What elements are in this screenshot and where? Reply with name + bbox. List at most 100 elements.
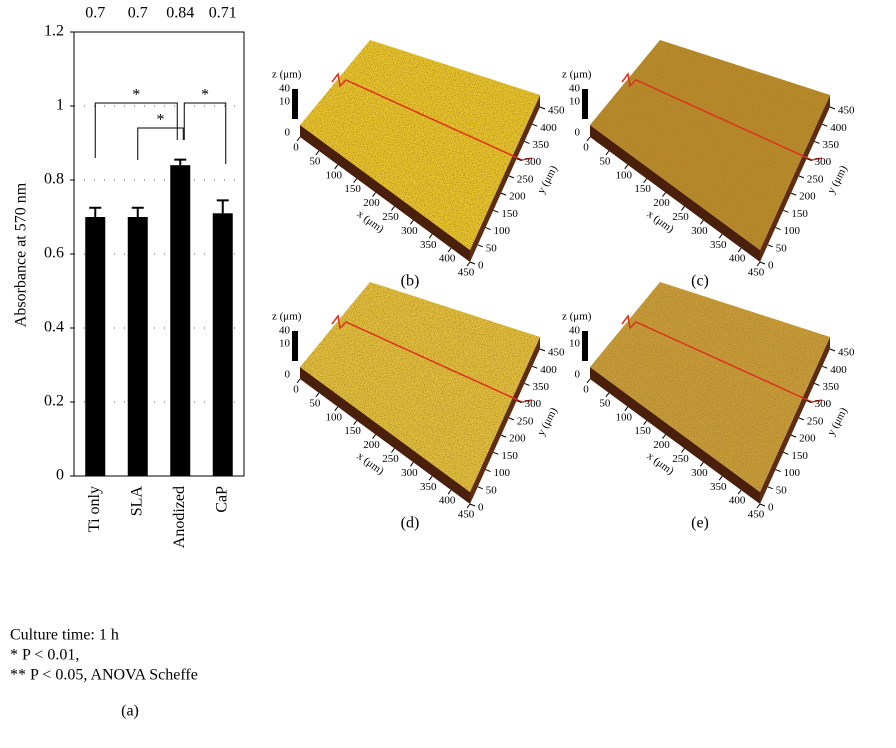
x-tick xyxy=(719,234,722,238)
y-tick xyxy=(524,383,529,385)
y-tick-label: 200 xyxy=(799,433,816,445)
y-tick xyxy=(509,176,514,178)
y-tick xyxy=(478,245,483,247)
significance-label: * xyxy=(201,87,209,104)
x-tick xyxy=(663,435,666,439)
z-tick-label: 10 xyxy=(569,96,581,108)
x-tick-label: 150 xyxy=(634,425,651,437)
x-tick-label: 450 xyxy=(458,267,475,279)
footnote: * P < 0.01, xyxy=(10,647,79,664)
y-tick-label: 0.6 xyxy=(44,245,64,262)
y-tick xyxy=(470,262,475,264)
x-tick xyxy=(757,504,760,508)
x-tick-label: 300 xyxy=(691,467,708,479)
bar xyxy=(170,165,190,476)
x-tick xyxy=(738,248,741,252)
z-tick-label: 10 xyxy=(279,338,291,350)
y-tick-label: 150 xyxy=(501,450,518,462)
x-tick-label: 300 xyxy=(401,467,418,479)
x-tick-label: 150 xyxy=(344,183,361,195)
y-tick-label: 0 xyxy=(768,502,774,514)
y-tick-label: 0.4 xyxy=(44,319,64,336)
y-tick xyxy=(509,418,514,420)
x-tick-label: 0 xyxy=(293,384,299,396)
panel-label: (c) xyxy=(691,273,709,290)
x-tick xyxy=(335,407,338,411)
y-tick-label: 400 xyxy=(830,364,847,376)
x-tick-label: 0 xyxy=(583,142,589,154)
z-tick-label: 40 xyxy=(279,83,291,95)
y-tick xyxy=(830,349,835,351)
significance-bracket xyxy=(184,103,226,164)
x-tick-label: 350 xyxy=(420,239,437,251)
y-tick-label: 1.2 xyxy=(44,23,64,40)
x-tick-label: 100 xyxy=(326,169,343,181)
x-tick xyxy=(644,421,647,425)
footnote: Culture time: 1 h xyxy=(10,627,119,644)
z-scale xyxy=(292,331,298,361)
x-tick-label: 350 xyxy=(710,239,727,251)
x-tick xyxy=(335,165,338,169)
x-tick xyxy=(606,393,609,397)
x-tick xyxy=(681,448,684,452)
x-tick xyxy=(354,421,357,425)
x-tick-label: 250 xyxy=(672,453,689,465)
z-tick-label: 40 xyxy=(569,83,581,95)
x-tick-label: 0 xyxy=(293,142,299,154)
z-tick-label: 10 xyxy=(569,338,581,350)
x-tick-label: 150 xyxy=(634,183,651,195)
x-tick xyxy=(448,490,451,494)
y-tick-label: 400 xyxy=(540,364,557,376)
x-tick-label: 400 xyxy=(729,253,746,265)
y-tick xyxy=(493,452,498,454)
y-tick-label: 300 xyxy=(815,398,832,410)
x-tick xyxy=(429,234,432,238)
z-tick-label: 10 xyxy=(279,96,291,108)
value-label: 0.7 xyxy=(85,5,105,22)
y-tick xyxy=(493,210,498,212)
y-tick-label: 250 xyxy=(517,173,534,185)
x-tick xyxy=(757,262,760,266)
significance-label: * xyxy=(132,87,140,104)
y-tick-label: 450 xyxy=(838,347,855,359)
significance-bracket xyxy=(138,128,184,160)
y-tick-label: 350 xyxy=(822,381,839,393)
x-tick-label: 100 xyxy=(326,411,343,423)
y-tick-label: 50 xyxy=(486,242,498,254)
x-tick-label: 50 xyxy=(599,155,611,167)
y-tick-label: 450 xyxy=(548,105,565,117)
y-axis-label: Absorbance at 570 nm xyxy=(13,182,30,327)
x-tick-label: 150 xyxy=(344,425,361,437)
x-tick-label: CaP xyxy=(213,486,230,513)
y-tick-label: 350 xyxy=(822,139,839,151)
surface-panel: 0501001502002503003504004500501001502002… xyxy=(272,40,565,290)
y-tick-label: 350 xyxy=(532,139,549,151)
x-tick-label: 0 xyxy=(583,384,589,396)
x-tick-label: 50 xyxy=(309,155,321,167)
x-tick-label: 450 xyxy=(748,267,765,279)
x-tick-label: SLA xyxy=(128,486,145,517)
surface-panel: 0501001502002503003504004500501001502002… xyxy=(562,40,855,290)
y-tick xyxy=(783,210,788,212)
y-tick-label: 50 xyxy=(486,484,498,496)
y-tick-label: 450 xyxy=(548,347,565,359)
y-tick xyxy=(822,124,827,126)
y-tick xyxy=(814,383,819,385)
x-tick-label: 250 xyxy=(382,211,399,223)
x-tick xyxy=(606,151,609,155)
y-tick xyxy=(478,487,483,489)
x-tick-label: 250 xyxy=(382,453,399,465)
x-tick xyxy=(467,504,470,508)
x-tick xyxy=(373,435,376,439)
z-tick-label: 0 xyxy=(575,369,581,381)
z-tick-label: 0 xyxy=(285,127,291,139)
y-tick-label: 0 xyxy=(478,502,484,514)
x-tick xyxy=(700,220,703,224)
y-axis-label: y (μm) xyxy=(825,163,850,195)
y-tick xyxy=(486,470,491,472)
y-tick-label: 0.2 xyxy=(44,393,64,410)
x-tick-label: 100 xyxy=(616,169,633,181)
x-tick xyxy=(410,462,413,466)
y-tick xyxy=(760,262,765,264)
y-tick-label: 0 xyxy=(478,260,484,272)
